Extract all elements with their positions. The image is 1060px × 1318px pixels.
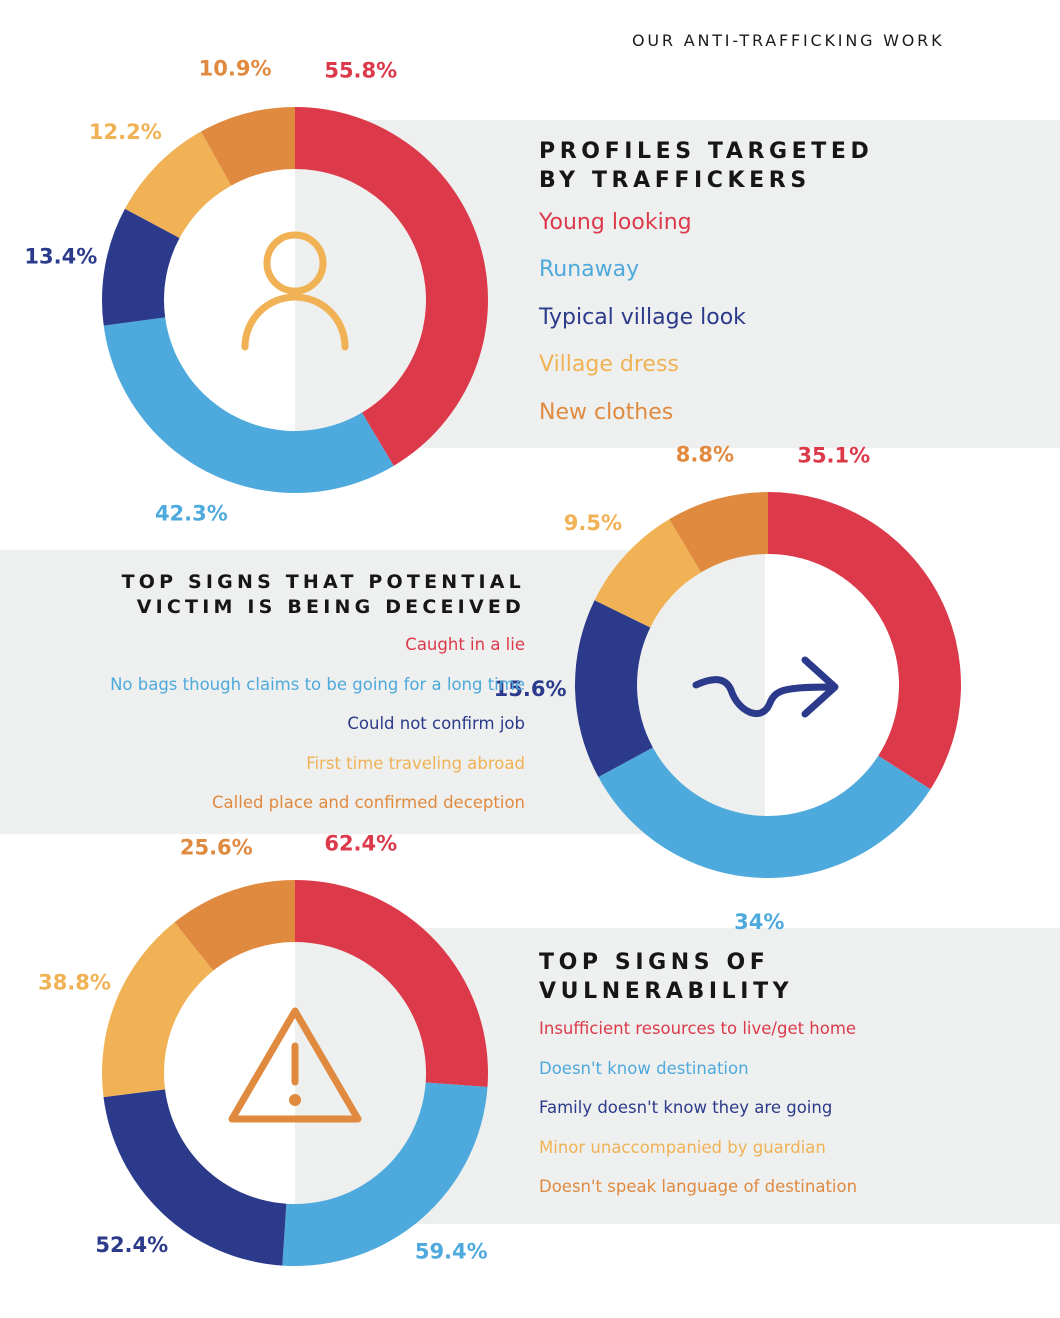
person-icon	[241, 231, 349, 351]
donut-slice	[575, 600, 653, 778]
title-line: TOP SIGNS OF	[539, 950, 770, 975]
warning-icon	[228, 1007, 362, 1123]
page-header: OUR ANTI-TRAFFICKING WORK	[632, 31, 945, 50]
donut-slice	[282, 1082, 488, 1266]
legend-item: Family doesn't know they are going	[539, 1098, 833, 1118]
legend-deception: Caught in a lie No bags though claims to …	[110, 632, 525, 830]
donut-chart-profiles: 55.8% 42.3% 13.4% 12.2% 10.9%	[24, 57, 488, 525]
donut-slice	[200, 107, 295, 186]
donut-slices	[102, 880, 488, 1266]
donut-labels: 62.4% 59.4% 52.4% 38.8% 25.6%	[38, 831, 488, 1263]
donut-slice	[295, 107, 488, 466]
data-label: 25.6%	[180, 835, 253, 859]
data-label: 34%	[734, 910, 784, 934]
title-line: TOP SIGNS THAT POTENTIAL	[121, 571, 525, 593]
legend-item: Doesn't speak language of destination	[539, 1177, 858, 1197]
legend-item: Typical village look	[539, 304, 746, 330]
donut-slice	[594, 519, 702, 628]
chart-title-deception: TOP SIGNS THAT POTENTIAL VICTIM IS BEING…	[0, 570, 525, 620]
legend-item: Young looking	[539, 210, 692, 235]
legend-item: Insufficient resources to live/get home	[539, 1019, 857, 1038]
donut-slices	[102, 107, 488, 493]
data-label: 62.4%	[324, 831, 397, 855]
donut-slice	[768, 492, 961, 790]
donut-slice	[102, 922, 214, 1098]
legend-item: Runaway	[539, 257, 640, 283]
donut-chart-vulnerability: 62.4% 59.4% 52.4% 38.8% 25.6%	[38, 831, 488, 1266]
legend-item: New clothes	[539, 399, 674, 425]
donut-slice	[669, 492, 768, 573]
legend-item: Doesn't know destination	[539, 1058, 749, 1078]
data-label: 38.8%	[38, 970, 111, 994]
data-label: 52.4%	[95, 1233, 168, 1257]
legend-item: No bags though claims to be going for a …	[110, 674, 525, 694]
data-label: 59.4%	[415, 1240, 488, 1264]
legend-item: Minor unaccompanied by guardian	[539, 1137, 826, 1157]
title-line: BY TRAFFICKERS	[539, 168, 811, 193]
donut-slice	[103, 317, 394, 493]
data-label: 12.2%	[89, 120, 162, 144]
data-label: 15.6%	[494, 677, 567, 701]
donut-slice	[295, 880, 488, 1087]
legend-item: Village dress	[539, 352, 679, 378]
title-line: VULNERABILITY	[539, 979, 794, 1004]
data-label: 13.4%	[24, 244, 97, 268]
data-label: 8.8%	[676, 443, 734, 467]
donut-slices	[575, 492, 961, 878]
legend-item: Called place and confirmed deception	[212, 793, 525, 813]
chart-title-profiles: PROFILES TARGETED BY TRAFFICKERS	[539, 137, 999, 195]
legend-item: First time traveling abroad	[306, 753, 525, 773]
data-label: 55.8%	[324, 58, 397, 82]
data-label: 10.9%	[199, 57, 272, 81]
donut-labels: 55.8% 42.3% 13.4% 12.2% 10.9%	[24, 57, 397, 526]
donut-slice	[598, 747, 931, 878]
donut-slice	[124, 131, 232, 239]
legend-profiles: Young looking Runaway Typical village look…	[539, 206, 746, 443]
data-label: 42.3%	[155, 501, 228, 525]
legend-item: Caught in a lie	[405, 635, 525, 654]
donut-labels: 35.1% 34% 15.6% 9.5% 8.8%	[494, 443, 871, 934]
data-label: 35.1%	[797, 443, 870, 467]
title-line: PROFILES TARGETED	[539, 139, 874, 164]
chart-title-vulnerability: TOP SIGNS OF VULNERABILITY	[539, 948, 999, 1006]
donut-slice	[103, 1089, 287, 1266]
data-label: 9.5%	[564, 511, 622, 535]
winding-arrow-icon	[692, 656, 839, 718]
title-line: VICTIM IS BEING DECEIVED	[136, 596, 525, 618]
donut-slice	[102, 208, 180, 326]
legend-item: Could not confirm job	[347, 714, 525, 734]
donut-slice	[174, 880, 295, 971]
donut-chart-deception: 35.1% 34% 15.6% 9.5% 8.8%	[494, 443, 961, 934]
legend-vulnerability: Insufficient resources to live/get home D…	[539, 1016, 857, 1214]
